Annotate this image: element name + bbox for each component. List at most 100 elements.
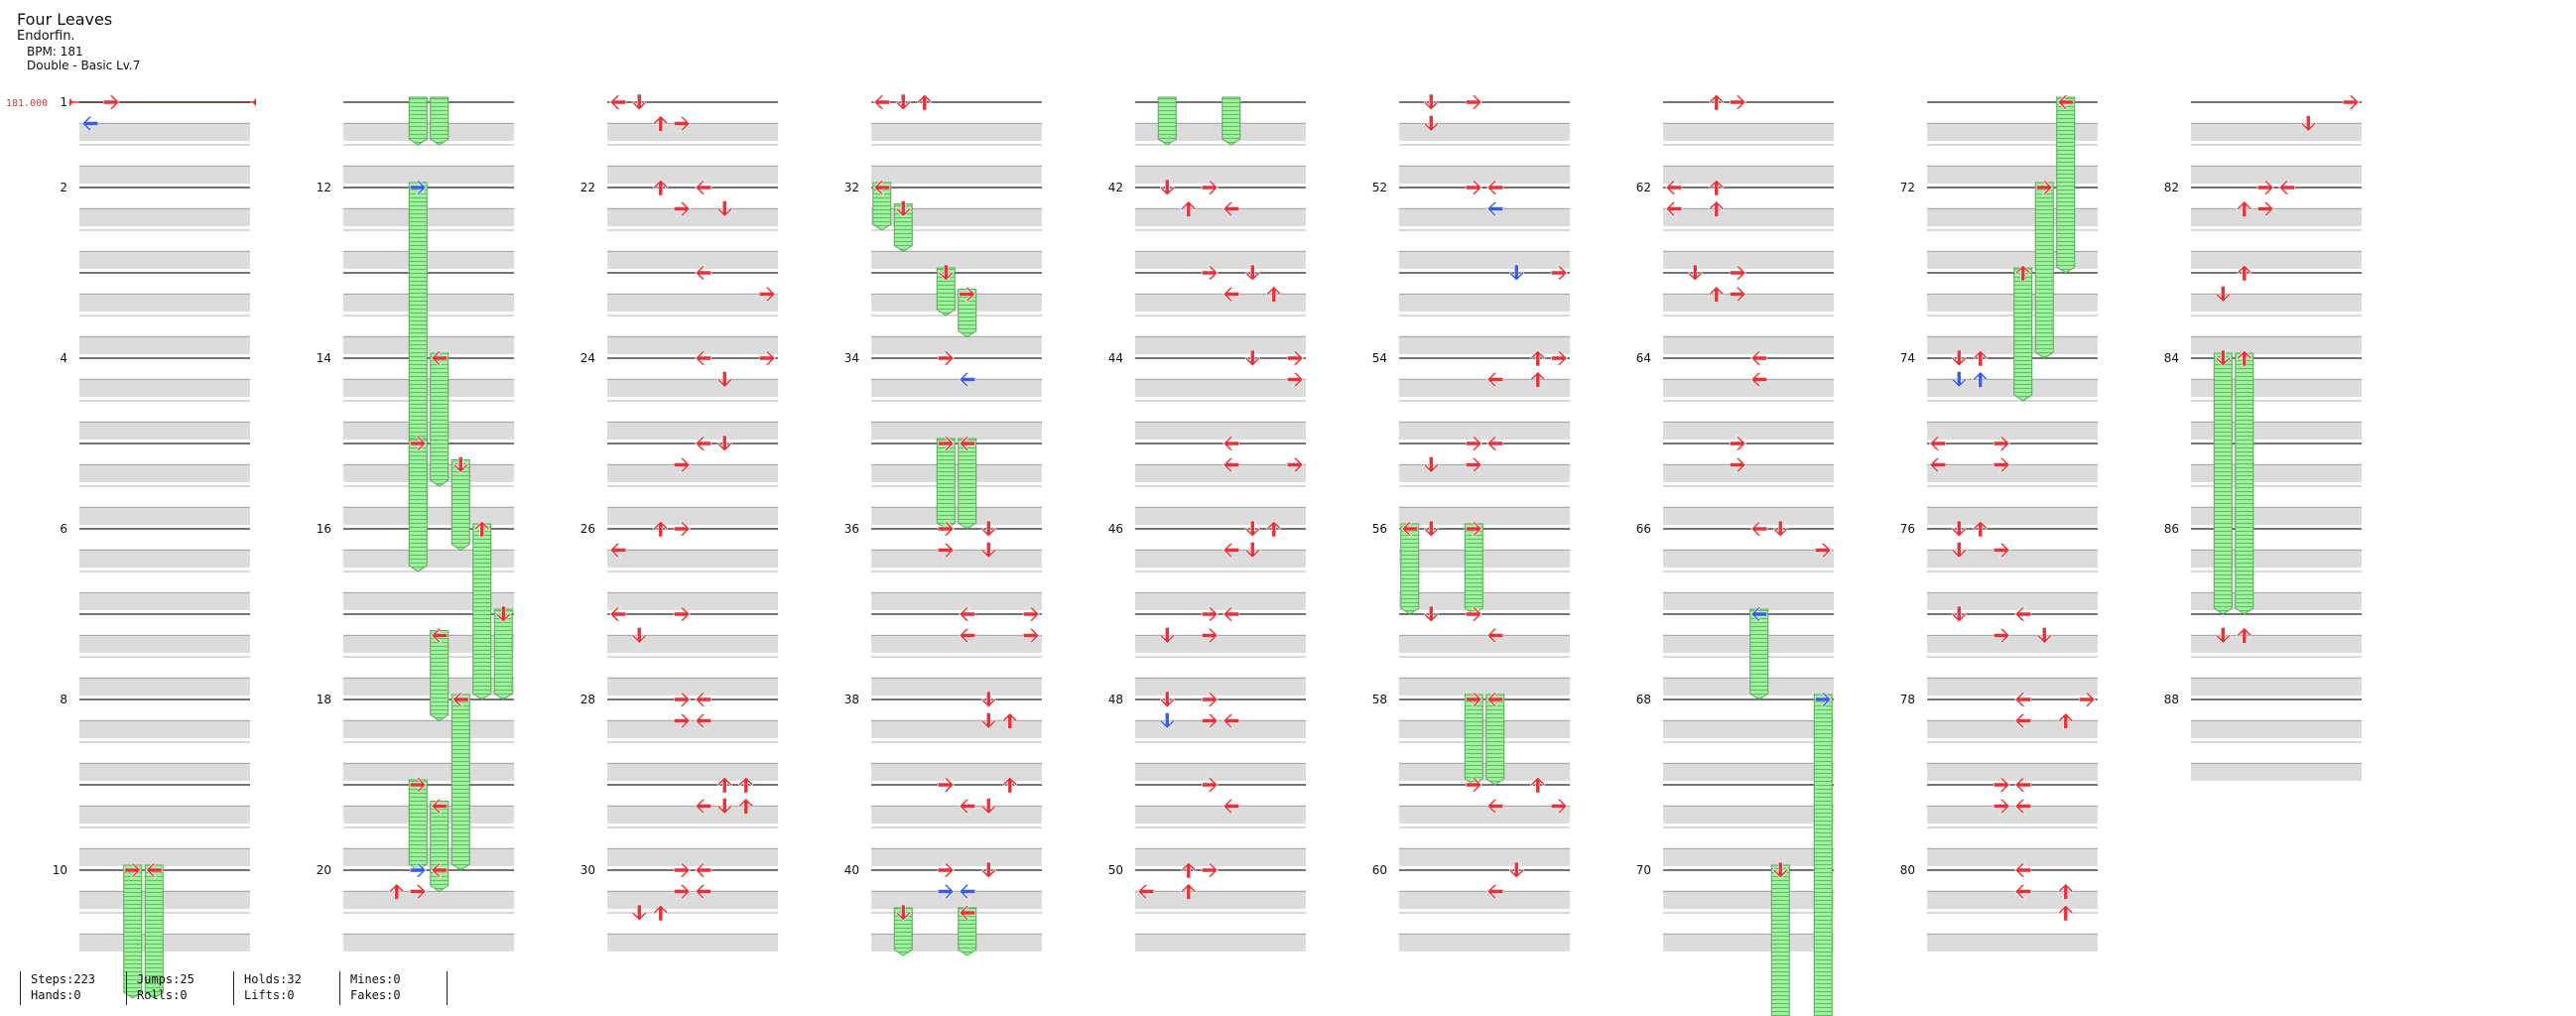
arrow-note-right (1286, 457, 1304, 472)
measure-row-shade (1399, 293, 1570, 312)
measure-row-shade (2191, 122, 2362, 141)
measure-number: 26 (580, 522, 595, 536)
measure-48: 48 (1108, 693, 1306, 781)
hold-note (958, 438, 977, 530)
arrow-note-left-blue (81, 116, 99, 131)
song-chart-difficulty: Double - Basic Lv.7 (27, 59, 141, 73)
hold-note (2213, 352, 2233, 615)
measure-number: 54 (1372, 351, 1387, 365)
hold-note (1813, 694, 1833, 1016)
hold-note (430, 630, 450, 722)
measure-row-shade (1135, 463, 1306, 482)
hold-note (958, 289, 977, 338)
stat-mines: Mines:0 (350, 972, 401, 986)
measure-row-shade (871, 549, 1042, 568)
measure-row-shade (2191, 207, 2362, 226)
measure-row-shade (79, 421, 250, 440)
arrow-note-left (1223, 799, 1240, 814)
measure-row-shade (1135, 165, 1306, 184)
arrow-note-down (1951, 542, 1967, 559)
arrow-note-down (495, 605, 511, 623)
measure-row-shade (79, 933, 250, 952)
arrow-note-up (1530, 776, 1546, 794)
measure-row-shade (607, 591, 778, 610)
measures-layer: 1246810121416182022242628303234363840424… (53, 95, 2362, 952)
arrow-note-right (673, 116, 691, 131)
arrow-note-down (716, 798, 732, 815)
measure-row-shade (1927, 890, 2098, 909)
arrow-note-up (1709, 200, 1725, 217)
arrow-note-down (716, 371, 732, 388)
arrow-note-left (959, 436, 976, 451)
measure-row-shade (1135, 421, 1306, 440)
measure-number: 40 (844, 863, 859, 877)
arrow-note-right (1465, 457, 1482, 472)
measure-number: 84 (2164, 351, 2179, 365)
measure-83 (2191, 272, 2362, 354)
measure-87 (2191, 613, 2362, 696)
arrow-note-down-blue (1508, 264, 1524, 282)
arrow-note-left (1750, 350, 1768, 366)
arrow-note-up (1709, 286, 1725, 303)
measure-row-shade (1135, 634, 1306, 653)
arrow-note-down (980, 798, 996, 815)
arrow-note-right (409, 884, 427, 899)
measure-36: 36 (844, 522, 1042, 610)
stat-col-jumps: Jumps:25 Rolls:0 (126, 971, 226, 1005)
measure-number: 22 (580, 181, 595, 194)
measure-4: 4 (60, 351, 250, 440)
measure-number: 80 (1900, 863, 1915, 877)
measure-row-shade (1663, 549, 1834, 568)
hold-note (936, 438, 956, 530)
arrow-note-up (474, 520, 490, 538)
arrow-note-right (1201, 628, 1219, 643)
hold-note (2034, 182, 2054, 359)
measure-number: 30 (580, 863, 595, 877)
measure-row-shade (871, 805, 1042, 824)
measure-row-shade (79, 207, 250, 226)
arrow-note-up (653, 520, 669, 538)
measure-row-shade (1663, 591, 1834, 610)
measure-78: 78 (1900, 693, 2098, 781)
measure-row-shade (79, 890, 250, 909)
arrow-note-right (1993, 777, 2010, 793)
measure-row-shade (1135, 378, 1306, 397)
measure-3 (79, 272, 250, 354)
arrow-note-left (431, 628, 449, 643)
measure-row-shade (79, 335, 250, 354)
hold-note (493, 608, 513, 700)
measure-70: 70 (1636, 863, 1834, 952)
measure-9 (79, 784, 250, 866)
measure-53 (1399, 272, 1570, 354)
hold-note (472, 523, 492, 700)
arrow-note-right (2342, 94, 2360, 110)
measure-64: 64 (1636, 351, 1834, 440)
arrow-note-right (2256, 180, 2274, 195)
measure-row-shade (1927, 207, 2098, 226)
arrow-note-up (2237, 349, 2253, 367)
measure-row-shade (1135, 933, 1306, 952)
arrow-note-right (1993, 543, 2010, 558)
arrow-note-down (1244, 264, 1260, 282)
arrow-note-right (1993, 457, 2010, 472)
hold-note (1464, 694, 1483, 786)
measure-58: 58 (1372, 693, 1570, 781)
measure-60: 60 (1372, 863, 1570, 952)
measure-number: 10 (53, 863, 67, 877)
arrow-note-down (2215, 286, 2231, 303)
arrow-note-down (1423, 605, 1439, 623)
hold-note (408, 779, 428, 871)
measure-row-shade (1399, 762, 1570, 781)
measure-number: 56 (1372, 522, 1387, 536)
measure-66: 66 (1636, 522, 1834, 610)
measure-row-shade (607, 549, 778, 568)
measure-row-shade (871, 463, 1042, 482)
measure-number: 24 (580, 351, 595, 365)
arrow-note-left (1401, 521, 1419, 537)
arrow-note-down (980, 861, 996, 879)
measure-row-shade (1399, 378, 1570, 397)
measure-row-shade (1927, 591, 2098, 610)
measure-row-shade (1135, 250, 1306, 269)
arrow-note-up (2015, 264, 2031, 282)
stat-lifts: Lifts:0 (244, 988, 295, 1002)
